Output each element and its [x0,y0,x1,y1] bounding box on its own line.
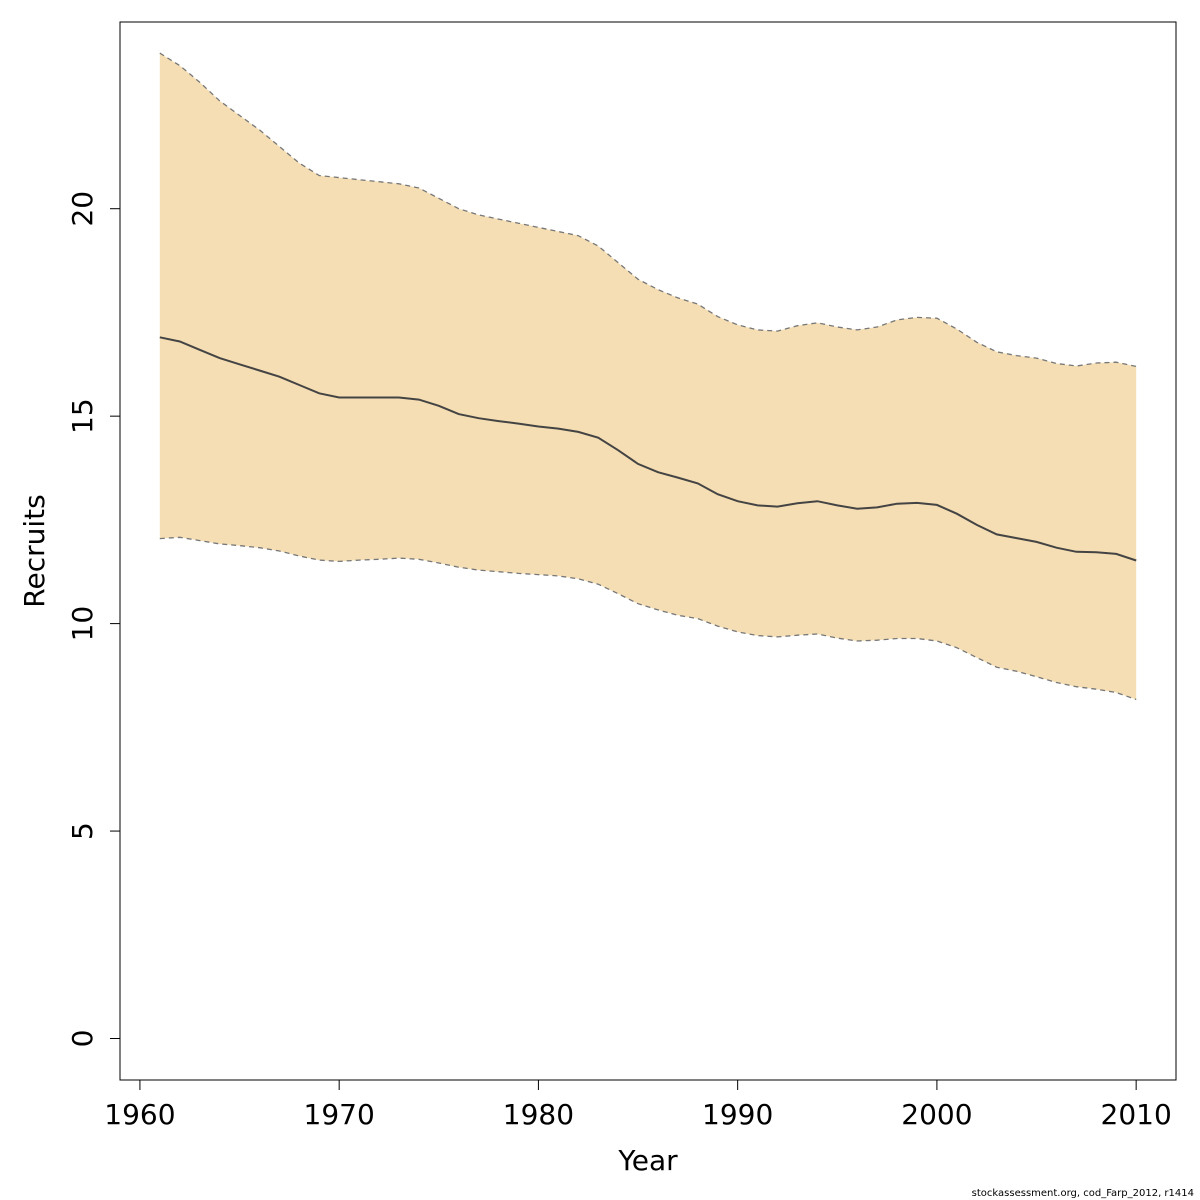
x-axis-title: Year [617,1144,678,1177]
y-tick-label-15: 15 [66,398,99,434]
y-axis: 0 5 10 15 20 [66,191,120,1048]
plot-frame [119,21,1177,1081]
y-axis-title: Recruits [18,494,51,607]
x-axis: 1960 1970 1980 1990 2000 2010 [104,1080,1172,1131]
y-tick-label-10: 10 [66,606,99,642]
confidence-band [159,53,1137,700]
x-tick-label-1960: 1960 [104,1098,175,1131]
x-tick-label-1980: 1980 [503,1098,574,1131]
x-tick-label-1990: 1990 [702,1098,773,1131]
y-tick-label-0: 0 [66,1030,99,1048]
x-tick-label-2000: 2000 [901,1098,972,1131]
credit-text: stockassessment.org, cod_Farp_2012, r141… [972,1188,1194,1199]
x-tick-label-2010: 2010 [1101,1098,1172,1131]
lower-bound-line [159,536,1137,701]
estimate-line [159,336,1137,562]
y-tick-label-5: 5 [66,822,99,840]
x-tick-label-1970: 1970 [304,1098,375,1131]
y-tick-label-20: 20 [66,191,99,227]
plot-area [119,21,1177,1081]
